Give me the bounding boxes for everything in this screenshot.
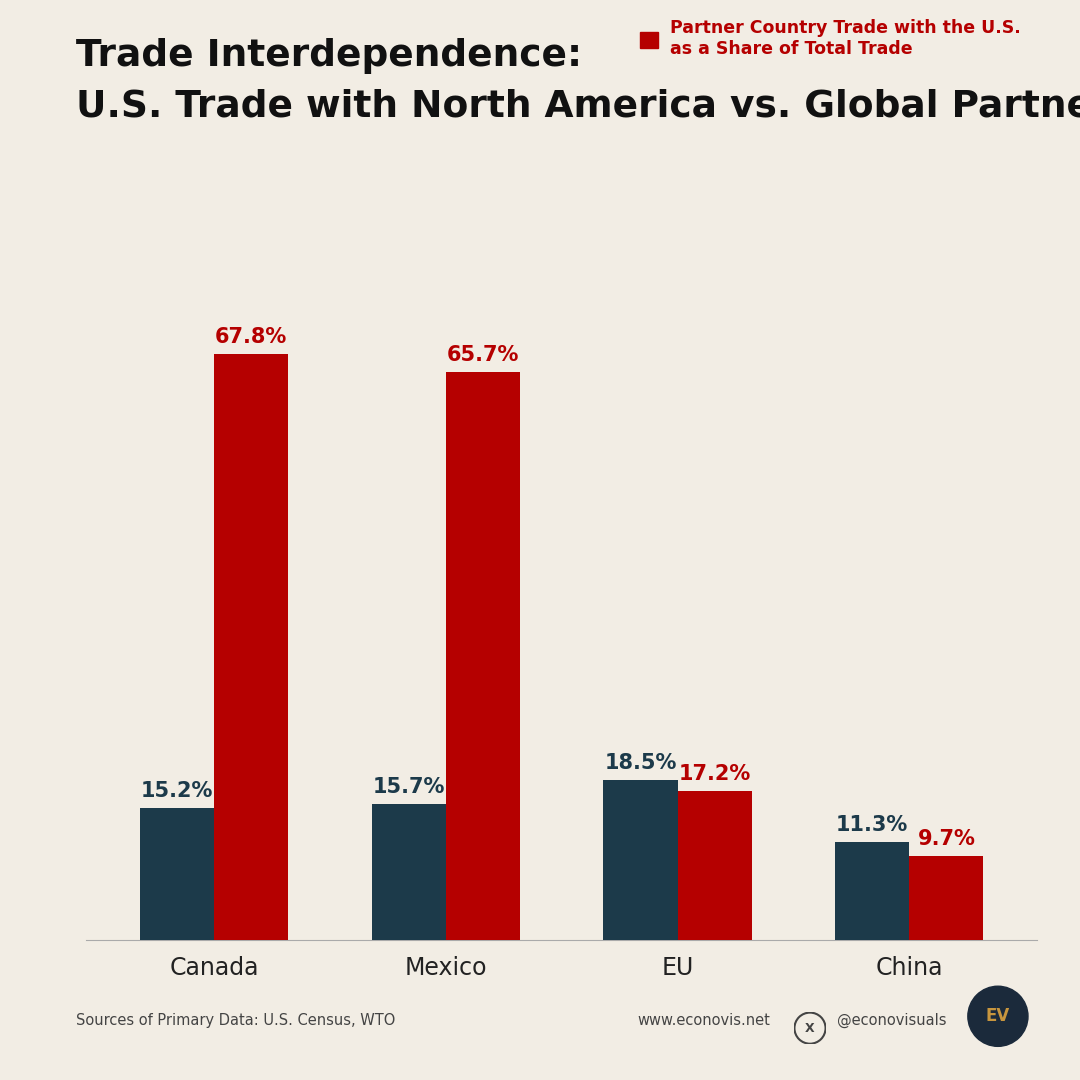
Text: 9.7%: 9.7% [917,828,975,849]
Text: 15.7%: 15.7% [373,777,445,797]
Circle shape [968,986,1028,1047]
Bar [604,780,677,940]
Text: EV: EV [986,1008,1010,1025]
Text: 67.8%: 67.8% [215,327,287,347]
Text: U.S. Trade with North America vs. Global Partners (2023): U.S. Trade with North America vs. Global… [76,89,1080,124]
Text: @econovisuals: @econovisuals [837,1013,946,1028]
Text: Trade Interdependence:: Trade Interdependence: [76,38,582,73]
Bar [677,791,752,940]
Bar [835,842,909,940]
Text: www.econovis.net: www.econovis.net [637,1013,770,1028]
Bar [139,808,214,940]
Bar [446,372,519,940]
Text: 11.3%: 11.3% [836,815,908,835]
Text: 65.7%: 65.7% [447,345,519,365]
Text: X: X [806,1022,814,1035]
Bar [214,354,288,940]
Legend: U.S. Trade with Partner Country as a
Share of Total U.S. Trade, Partner Country : U.S. Trade with Partner Country as a Sha… [640,0,1028,58]
Bar [372,804,446,940]
Text: 15.2%: 15.2% [140,781,213,801]
Text: 17.2%: 17.2% [678,764,751,784]
Text: 18.5%: 18.5% [604,753,676,773]
Text: Sources of Primary Data: U.S. Census, WTO: Sources of Primary Data: U.S. Census, WT… [76,1013,395,1028]
Bar [909,855,984,940]
